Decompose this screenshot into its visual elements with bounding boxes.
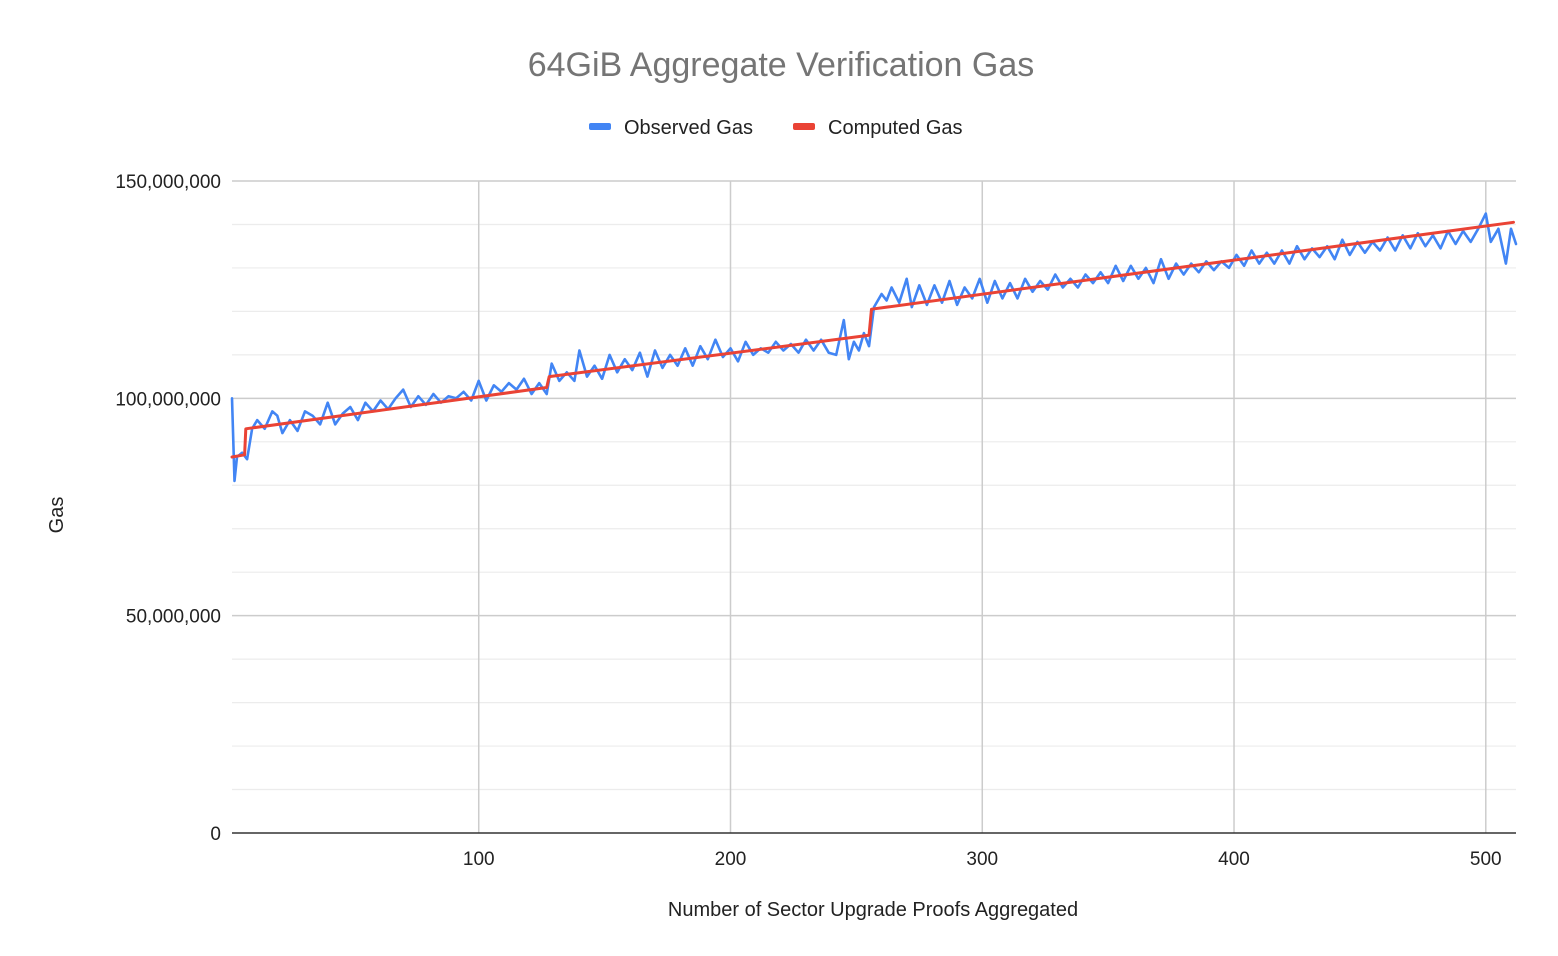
- y-tick-labels: 0 50,000,000 100,000,000 150,000,000: [115, 172, 221, 845]
- chart-title: 64GiB Aggregate Verification Gas: [528, 46, 1035, 84]
- y-tick-label: 150,000,000: [115, 172, 221, 193]
- observed-gas-line: [230, 212, 1518, 483]
- x-tick-label: 300: [966, 849, 998, 870]
- legend-label-computed: Computed Gas: [828, 117, 963, 139]
- computed-gas-line: [230, 220, 1515, 459]
- legend-item-computed[interactable]: Computed Gas: [793, 117, 963, 139]
- legend-label-observed: Observed Gas: [624, 117, 753, 139]
- series-lines: [230, 212, 1518, 483]
- y-tick-label: 100,000,000: [115, 389, 221, 410]
- legend-swatch-computed: [793, 123, 815, 130]
- y-tick-label: 50,000,000: [126, 607, 221, 628]
- x-tick-label: 100: [463, 849, 495, 870]
- y-axis-label: Gas: [46, 497, 68, 534]
- x-tick-labels: 100 200 300 400 500: [463, 849, 1502, 870]
- gridlines: [232, 180, 1516, 833]
- legend-swatch-observed: [589, 123, 611, 130]
- x-tick-label: 400: [1218, 849, 1250, 870]
- x-tick-label: 200: [715, 849, 747, 870]
- x-axis-label: Number of Sector Upgrade Proofs Aggregat…: [668, 899, 1078, 921]
- legend-item-observed[interactable]: Observed Gas: [589, 117, 753, 139]
- x-tick-label: 500: [1470, 849, 1502, 870]
- y-tick-label: 0: [210, 824, 221, 845]
- legend: Observed Gas Computed Gas: [589, 117, 963, 139]
